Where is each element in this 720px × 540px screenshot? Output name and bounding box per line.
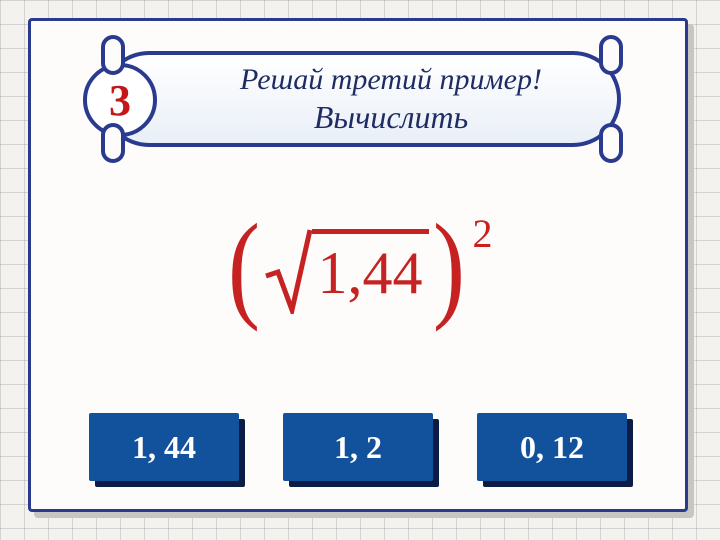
radical-wrap: 1,44 xyxy=(264,224,429,314)
answer-option-2[interactable]: 1, 2 xyxy=(283,413,433,481)
answer-label: 0, 12 xyxy=(477,413,627,481)
clip-bottom-right-icon xyxy=(599,123,623,163)
equation: ( 1,44 ) 2 xyxy=(31,206,685,356)
radicand: 1,44 xyxy=(312,234,429,312)
main-card: Решай третий пример! Вычислить 3 ( 1,44 … xyxy=(28,18,688,512)
title-line1: Решай третий пример! xyxy=(240,62,542,98)
right-paren-icon: ) xyxy=(432,206,464,326)
left-paren-icon: ( xyxy=(228,206,260,326)
radical-icon xyxy=(264,224,312,314)
exponent: 2 xyxy=(472,210,492,257)
title-line2: Вычислить xyxy=(314,98,468,136)
answer-label: 1, 44 xyxy=(89,413,239,481)
clip-top-left-icon xyxy=(101,35,125,75)
clip-bottom-left-icon xyxy=(101,123,125,163)
title-bubble: Решай третий пример! Вычислить xyxy=(101,51,621,147)
clip-top-right-icon xyxy=(599,35,623,75)
answer-option-1[interactable]: 1, 44 xyxy=(89,413,239,481)
answer-option-3[interactable]: 0, 12 xyxy=(477,413,627,481)
overline-wrap: 1,44 xyxy=(312,226,429,312)
answers-row: 1, 44 1, 2 0, 12 xyxy=(31,413,685,481)
answer-label: 1, 2 xyxy=(283,413,433,481)
title-container: Решай третий пример! Вычислить 3 xyxy=(101,41,621,151)
